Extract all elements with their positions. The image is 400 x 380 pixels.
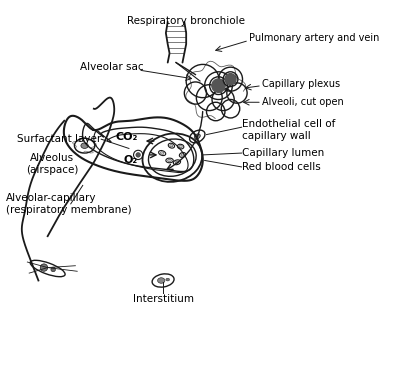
Text: Respiratory bronchiole: Respiratory bronchiole [127, 16, 245, 26]
Text: Endothelial cell of
capillary wall: Endothelial cell of capillary wall [242, 119, 335, 141]
Circle shape [212, 79, 225, 92]
Ellipse shape [81, 143, 88, 149]
Text: Alveolar sac: Alveolar sac [80, 62, 144, 72]
Ellipse shape [194, 134, 200, 139]
Text: CO₂: CO₂ [116, 132, 138, 142]
Circle shape [225, 74, 236, 85]
Text: Alveoli, cut open: Alveoli, cut open [262, 97, 344, 107]
Text: Capillary plexus: Capillary plexus [262, 79, 340, 89]
Ellipse shape [175, 161, 179, 163]
Circle shape [40, 264, 48, 271]
Ellipse shape [160, 152, 164, 154]
Ellipse shape [168, 159, 172, 162]
Ellipse shape [170, 144, 173, 147]
Text: Capillary lumen: Capillary lumen [242, 148, 324, 158]
Ellipse shape [166, 278, 170, 281]
Ellipse shape [179, 146, 182, 148]
Text: Pulmonary artery and vein: Pulmonary artery and vein [249, 33, 379, 43]
Text: Surfactant layer: Surfactant layer [17, 134, 101, 144]
Text: Alveolar-capillary
(respiratory membrane): Alveolar-capillary (respiratory membrane… [6, 193, 132, 215]
Circle shape [136, 153, 140, 157]
Ellipse shape [158, 278, 165, 283]
Text: Red blood cells: Red blood cells [242, 162, 320, 172]
Ellipse shape [181, 154, 184, 156]
Text: Alveolus
(airspace): Alveolus (airspace) [26, 154, 78, 175]
Circle shape [51, 267, 56, 272]
Text: O₂: O₂ [124, 155, 138, 165]
Text: Interstitium: Interstitium [132, 294, 194, 304]
